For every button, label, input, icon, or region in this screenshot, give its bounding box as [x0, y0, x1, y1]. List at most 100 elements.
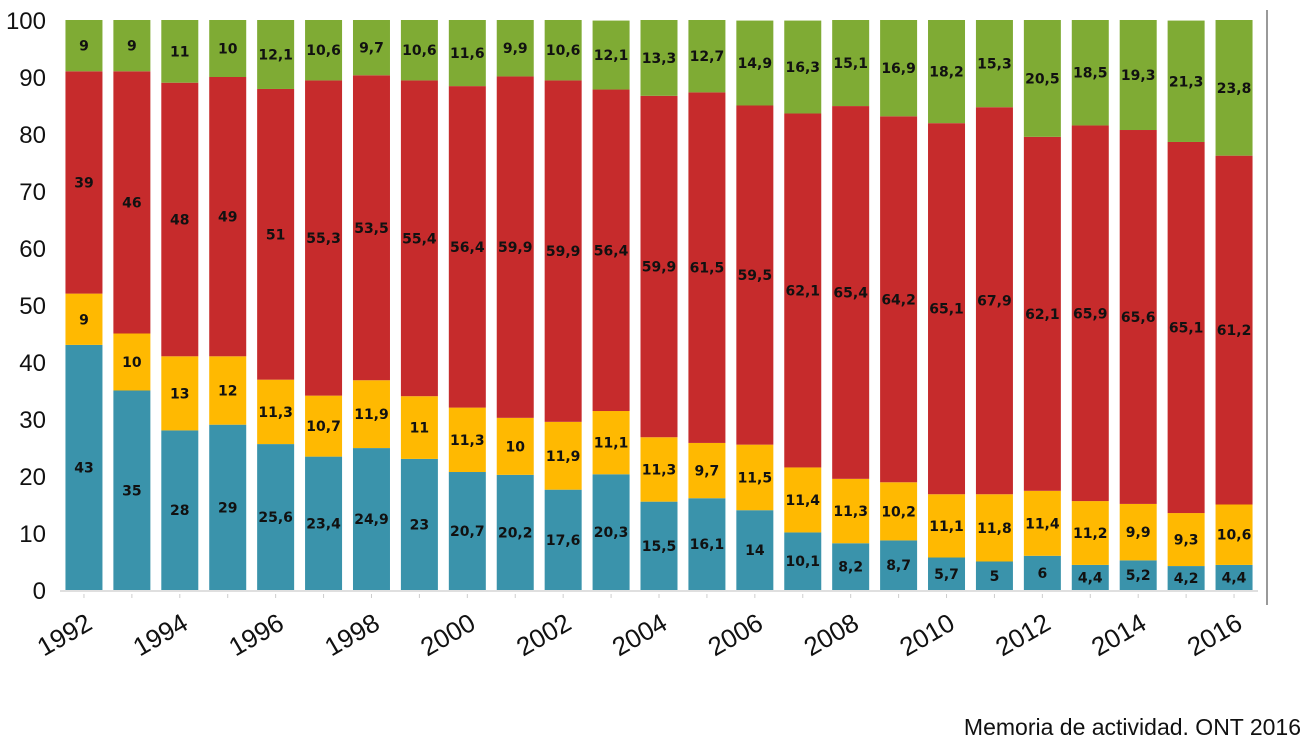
bar-segment [1167, 20, 1205, 142]
bar-segment [65, 293, 103, 345]
data-label: 55,4 [402, 231, 437, 247]
bar-segment [65, 71, 103, 294]
data-label: 16,1 [690, 537, 725, 553]
data-label: 48 [170, 213, 189, 229]
data-label: 10,6 [306, 43, 341, 59]
data-label: 10,2 [881, 504, 916, 520]
bar-segment [784, 113, 822, 468]
data-label: 39 [74, 175, 93, 191]
bar-segment [1071, 501, 1109, 565]
x-tick-label: 1994 [128, 607, 193, 662]
bar-segment [448, 407, 486, 473]
x-tick-label: 1992 [32, 607, 97, 662]
bar-stack-1998: 24,9 11,9 53,5 9,7 [352, 20, 390, 590]
bar-segment [592, 89, 630, 412]
bar-segment [113, 333, 151, 391]
data-label: 9 [127, 39, 137, 55]
bar-stack-2016: 4,4 10,6 61,2 23,8 [1215, 20, 1253, 590]
data-label: 5 [990, 569, 1000, 585]
bar-stack-2000: 20,7 11,3 56,4 11,6 [448, 20, 486, 590]
data-label: 16,3 [785, 60, 820, 76]
data-label: 10,6 [1217, 528, 1252, 544]
bar-segment [161, 82, 199, 357]
bar-segment [448, 472, 486, 590]
bar-segment [305, 80, 343, 396]
bar-stack-2013: 4,4 11,2 65,9 18,5 [1071, 20, 1109, 590]
y-tick-label: 0 [33, 578, 46, 605]
bar-segment [161, 430, 199, 590]
data-label: 20,5 [1025, 71, 1060, 87]
bar-stack-1995: 29 12 49 10 [209, 20, 247, 590]
bar-segment [832, 543, 870, 590]
data-label: 10 [218, 42, 238, 58]
bar-segment [736, 444, 774, 511]
bar-segment [496, 20, 534, 77]
bar-segment [400, 396, 438, 459]
data-label: 12,1 [594, 48, 629, 64]
bar-segment [928, 20, 966, 124]
data-label: 11,2 [1073, 526, 1108, 542]
bar-segment [496, 76, 534, 418]
x-tick-label: 2016 [1182, 607, 1247, 662]
bar-segment [544, 20, 582, 81]
bar-segment [496, 417, 534, 475]
data-label: 10 [505, 439, 525, 455]
data-label: 23,8 [1217, 81, 1252, 97]
y-tick-label: 40 [19, 350, 46, 377]
data-label: 65,4 [833, 285, 868, 301]
y-tick-label: 10 [19, 521, 46, 548]
data-label: 9,9 [503, 41, 528, 57]
bar-segment [784, 467, 822, 533]
x-tick-label: 2008 [799, 607, 864, 662]
data-label: 11,3 [450, 433, 485, 449]
data-label: 11 [410, 421, 429, 437]
data-label: 11,1 [929, 519, 964, 535]
data-label: 6 [1037, 566, 1047, 582]
data-label: 23,4 [306, 516, 341, 532]
bar-segment [832, 478, 870, 544]
bar-segment [1071, 20, 1109, 126]
data-label: 4,4 [1078, 570, 1103, 586]
data-label: 64,2 [881, 292, 916, 308]
data-label: 10,6 [402, 43, 437, 59]
data-label: 11,4 [1025, 516, 1060, 532]
data-label: 20,2 [498, 525, 533, 541]
data-label: 56,4 [594, 243, 629, 259]
bar-segment [975, 561, 1013, 590]
bar-segment [1023, 20, 1061, 137]
bar-segment [305, 395, 343, 457]
bar-stack-1996: 25,6 11,3 51 12,1 [257, 20, 295, 590]
x-tick-label: 2014 [1086, 607, 1151, 662]
bar-segment [640, 20, 678, 96]
bar-segment [688, 20, 726, 93]
data-label: 11,6 [450, 46, 485, 62]
data-label: 24,9 [354, 512, 389, 528]
data-label: 65,9 [1073, 306, 1108, 322]
bar-segment [352, 448, 390, 590]
bar-segment [975, 494, 1013, 562]
bar-stack-1994: 28 13 48 11 [161, 20, 199, 590]
bar-segment [257, 88, 295, 380]
bar-segment [688, 442, 726, 499]
x-tick-label: 2004 [607, 607, 672, 662]
source-note: Memoria de actividad. ONT 2016 [963, 714, 1301, 740]
data-label: 59,9 [642, 260, 677, 276]
x-tick-label: 1998 [319, 607, 384, 662]
bar-segment [688, 498, 726, 590]
data-label: 15,5 [642, 539, 677, 555]
bar-segment [1167, 513, 1205, 567]
data-label: 21,3 [1169, 74, 1204, 90]
bar-segment [640, 95, 678, 438]
bar-segment [592, 20, 630, 90]
data-label: 14 [745, 543, 765, 559]
bar-segment [544, 489, 582, 590]
data-label: 13,3 [642, 51, 677, 67]
bar-segment [209, 77, 247, 357]
data-label: 10,6 [546, 43, 581, 59]
bar-segment [1023, 490, 1061, 556]
data-label: 11,3 [258, 405, 293, 421]
bar-segment [65, 20, 103, 72]
bar-segment [113, 390, 151, 590]
data-label: 20,3 [594, 525, 629, 541]
y-tick-label: 100 [6, 8, 46, 35]
